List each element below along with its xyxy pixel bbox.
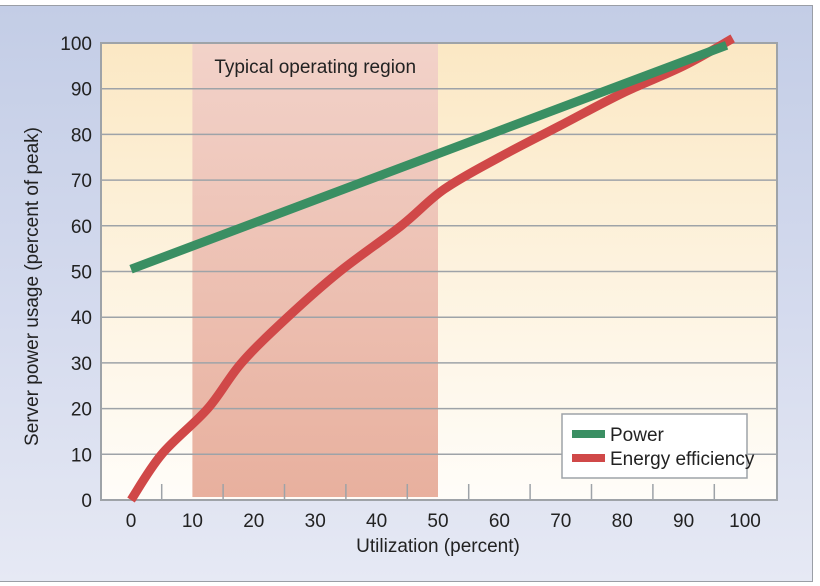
x-tick-label: 0 bbox=[126, 511, 137, 532]
legend-box bbox=[561, 413, 748, 479]
x-tick-label: 20 bbox=[243, 511, 264, 532]
gridlines bbox=[100, 43, 777, 501]
x-tick-label: 90 bbox=[673, 511, 694, 532]
x-tick-label: 60 bbox=[489, 511, 510, 532]
y-tick-label: 80 bbox=[71, 125, 92, 146]
x-tick-label: 40 bbox=[366, 511, 387, 532]
y-tick-label: 70 bbox=[71, 171, 92, 192]
series-line-energy-efficiency bbox=[127, 34, 735, 503]
typical-operating-region bbox=[192, 44, 438, 497]
y-tick-label: 30 bbox=[71, 354, 92, 375]
y-tick-label: 90 bbox=[71, 80, 92, 101]
x-tick-label: 70 bbox=[550, 511, 571, 532]
region-label: Typical operating region bbox=[214, 57, 416, 78]
y-tick-label: 60 bbox=[71, 217, 92, 238]
y-tick-label: 100 bbox=[60, 34, 92, 55]
y-tick-label: 40 bbox=[71, 308, 92, 329]
x-tick-label: 100 bbox=[729, 511, 761, 532]
x-axis-ticks bbox=[160, 484, 716, 500]
y-tick-label: 0 bbox=[81, 491, 92, 512]
legend-swatch-energy-efficiency bbox=[572, 454, 605, 462]
x-tick-label: 50 bbox=[427, 511, 448, 532]
y-tick-label: 50 bbox=[71, 263, 92, 284]
legend-swatch-power bbox=[572, 430, 605, 438]
x-tick-label: 10 bbox=[182, 511, 203, 532]
series-lines bbox=[127, 34, 735, 503]
legend-label-energy-efficiency: Energy efficiency bbox=[610, 449, 755, 470]
y-axis-title: Server power usage (percent of peak) bbox=[22, 127, 43, 446]
series-line-power bbox=[129, 41, 729, 274]
x-tick-label: 30 bbox=[305, 511, 326, 532]
x-axis-title: Utilization (percent) bbox=[356, 536, 520, 557]
legend: Power Energy efficiency bbox=[561, 413, 755, 479]
y-tick-label: 10 bbox=[71, 445, 92, 466]
y-axis-tick-labels: 0 10 20 30 40 50 60 70 80 90 100 bbox=[60, 34, 92, 512]
y-tick-label: 20 bbox=[71, 400, 92, 421]
x-axis-tick-labels: 0 10 20 30 40 50 60 70 80 90 100 bbox=[126, 511, 761, 532]
x-tick-label: 80 bbox=[612, 511, 633, 532]
legend-label-power: Power bbox=[610, 425, 665, 446]
